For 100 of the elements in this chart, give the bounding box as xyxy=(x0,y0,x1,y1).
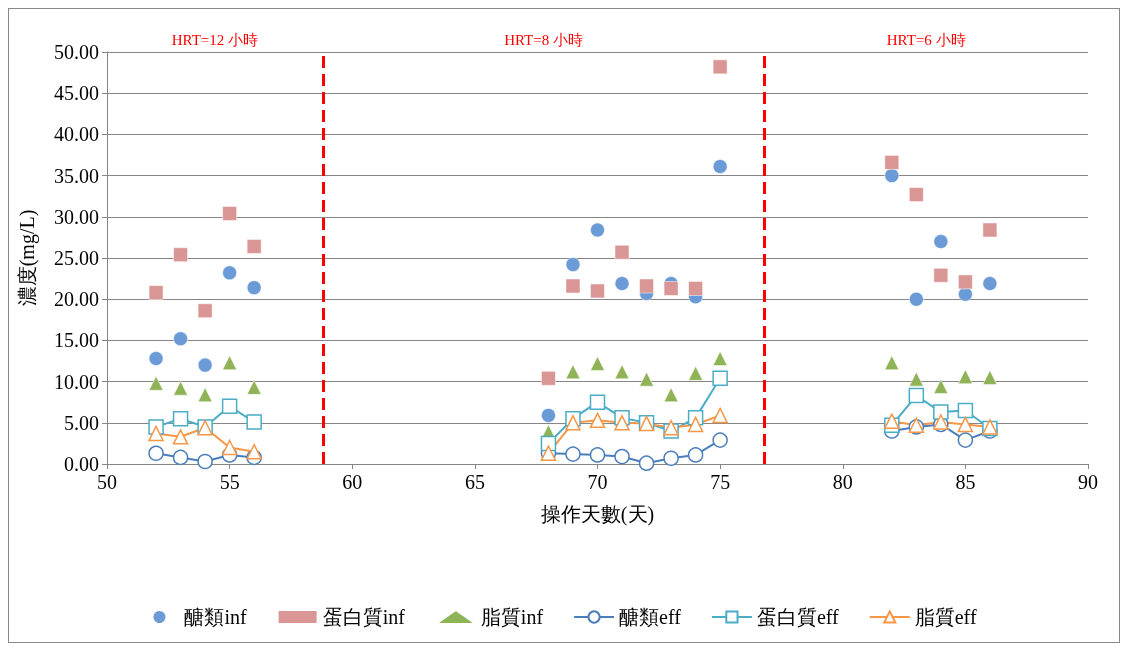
y-tick-label: 5.00 xyxy=(64,411,99,434)
x-tick-label: 75 xyxy=(710,471,731,493)
point xyxy=(197,453,213,470)
point xyxy=(541,371,556,386)
point xyxy=(614,276,630,291)
point xyxy=(246,280,262,295)
point xyxy=(884,155,900,170)
point xyxy=(148,376,164,391)
point xyxy=(589,412,606,429)
point xyxy=(908,387,925,404)
y-tick-label: 45.00 xyxy=(54,82,99,105)
point xyxy=(712,432,728,448)
point xyxy=(172,410,189,427)
point xyxy=(614,415,630,431)
point xyxy=(958,369,973,384)
y-tick-label: 40.00 xyxy=(54,123,99,146)
point xyxy=(221,398,238,415)
point xyxy=(589,394,606,410)
x-tick-label: 55 xyxy=(219,471,240,493)
point xyxy=(663,387,679,403)
x-tick-label: 85 xyxy=(955,471,976,493)
point xyxy=(197,387,213,403)
legend-label: 脂質eff xyxy=(914,606,977,628)
y-tick-label: 15.00 xyxy=(54,329,99,352)
point xyxy=(958,274,973,290)
y-tick-label: 0.00 xyxy=(64,453,99,475)
point xyxy=(639,371,654,387)
legend-label: 蛋白質eff xyxy=(756,606,840,628)
point xyxy=(148,285,164,300)
point xyxy=(687,416,704,433)
x-tick-label: 50 xyxy=(97,471,117,493)
legend-label: 蛋白質inf xyxy=(322,606,406,628)
point xyxy=(982,276,998,291)
point xyxy=(590,283,605,299)
point xyxy=(589,447,606,463)
point xyxy=(688,366,703,381)
point xyxy=(957,416,974,433)
point xyxy=(565,446,581,462)
y-axis-title: 濃度(mg/L) xyxy=(16,209,39,307)
point xyxy=(172,449,189,466)
point xyxy=(933,234,949,249)
point xyxy=(590,222,605,238)
legend-label: 醣類eff xyxy=(619,606,682,628)
x-tick-label: 70 xyxy=(587,471,608,493)
point xyxy=(172,429,189,445)
y-tick-label: 10.00 xyxy=(54,370,99,393)
point xyxy=(565,257,581,272)
legend-label: 脂質inf xyxy=(480,606,544,628)
point xyxy=(957,402,974,419)
point xyxy=(884,168,900,183)
point xyxy=(197,357,213,373)
point xyxy=(222,265,237,281)
point xyxy=(565,364,581,379)
legend-label: 醣類inf xyxy=(184,606,247,628)
point xyxy=(565,415,581,431)
point xyxy=(884,413,900,429)
point xyxy=(884,355,900,370)
y-tick-label: 35.00 xyxy=(54,164,99,187)
point xyxy=(957,432,974,448)
point xyxy=(148,445,164,462)
y-tick-label: 30.00 xyxy=(54,205,99,228)
point xyxy=(712,351,728,366)
point xyxy=(565,278,581,294)
point xyxy=(663,281,679,296)
point xyxy=(173,247,188,262)
point xyxy=(933,379,949,394)
point xyxy=(712,159,728,174)
text: HRT=8 小時 xyxy=(504,32,583,48)
point xyxy=(639,278,654,294)
point xyxy=(197,303,213,318)
point xyxy=(614,448,630,465)
point xyxy=(173,331,188,346)
point xyxy=(982,370,998,385)
y-tick-label: 20.00 xyxy=(54,288,99,311)
point xyxy=(933,268,949,283)
y-tick-label: 25.00 xyxy=(54,247,99,269)
point xyxy=(590,356,605,371)
point xyxy=(246,239,262,254)
y-tick-label: 50.00 xyxy=(54,41,99,63)
point xyxy=(148,351,164,366)
point xyxy=(982,222,998,238)
point xyxy=(222,206,237,221)
point xyxy=(222,355,237,370)
point xyxy=(663,419,679,436)
point xyxy=(712,407,728,424)
point xyxy=(909,291,924,307)
x-tick-label: 80 xyxy=(832,471,853,493)
x-axis-title: 操作天數(天) xyxy=(540,503,655,526)
point xyxy=(712,59,728,75)
point xyxy=(909,187,924,202)
point xyxy=(687,447,704,463)
text: HRT=12 小時 xyxy=(171,32,259,48)
text: HRT=6 小時 xyxy=(886,32,966,48)
point xyxy=(173,380,188,396)
point xyxy=(933,404,949,420)
point xyxy=(148,425,164,442)
point xyxy=(909,371,924,387)
point xyxy=(246,443,262,460)
x-tick-label: 90 xyxy=(1078,471,1098,493)
point xyxy=(246,414,262,430)
